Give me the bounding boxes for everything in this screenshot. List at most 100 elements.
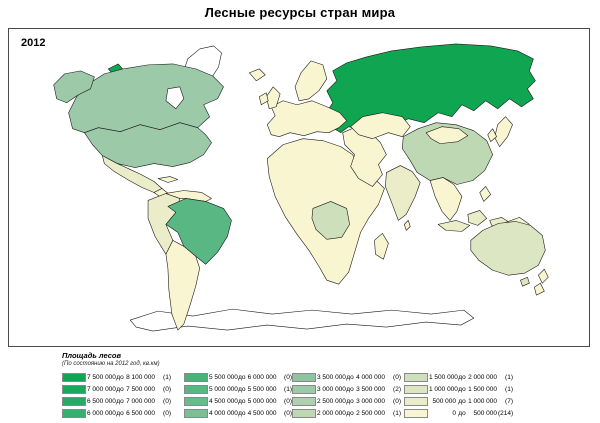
legend-item: 7 500 000 до 8 100 000 (1) bbox=[62, 372, 184, 382]
island-cuba bbox=[157, 176, 179, 183]
class-count: (1) bbox=[505, 385, 513, 393]
country-philippines bbox=[479, 186, 491, 202]
legend-swatch bbox=[62, 408, 86, 418]
legend-swatch bbox=[62, 384, 86, 394]
country-new-zealand-south bbox=[534, 282, 545, 296]
range-from: 1 000 000 bbox=[429, 385, 458, 393]
region-scandinavia bbox=[294, 60, 328, 102]
range-from: 6 500 000 bbox=[87, 397, 116, 405]
range-to: 1 500 000 bbox=[468, 385, 497, 393]
legend-item: 7 000 000 до 7 500 000 (0) bbox=[62, 384, 184, 394]
legend-swatch bbox=[184, 408, 208, 418]
range-to: 2 000 000 bbox=[468, 373, 497, 381]
legend-item: 1 500 000 до 2 000 000 (1) bbox=[404, 372, 520, 382]
legend-item: 6 500 000 до 7 000 000 (0) bbox=[62, 396, 184, 406]
range-from: 5 000 000 bbox=[209, 385, 238, 393]
country-australia bbox=[470, 221, 546, 276]
range-to: 6 000 000 bbox=[247, 373, 277, 381]
range-separator: до bbox=[238, 373, 246, 381]
range-from: 4 500 000 bbox=[209, 397, 238, 405]
legend-swatch bbox=[404, 396, 428, 406]
legend-swatch bbox=[292, 408, 316, 418]
country-canada bbox=[68, 63, 224, 133]
range-from: 6 000 000 bbox=[87, 409, 116, 417]
range-separator: до bbox=[116, 397, 124, 405]
legend-item: 500 000 до 1 000 000 (7) bbox=[404, 396, 520, 406]
range-from: 2 000 000 bbox=[317, 409, 346, 417]
range-separator: до bbox=[238, 385, 246, 393]
legend-item: 4 500 000 до 5 000 000 (0) bbox=[184, 396, 292, 406]
country-iceland bbox=[249, 68, 266, 82]
range-to: 5 000 000 bbox=[247, 397, 277, 405]
country-new-zealand-north bbox=[538, 268, 549, 284]
range-to: 6 500 000 bbox=[126, 409, 155, 417]
island-madagascar bbox=[374, 233, 389, 260]
legend-swatch bbox=[184, 372, 208, 382]
class-count: (1) bbox=[505, 373, 513, 381]
range-separator: до bbox=[116, 409, 124, 417]
legend-swatch bbox=[292, 372, 316, 382]
range-to: 8 100 000 bbox=[126, 373, 155, 381]
legend-swatch bbox=[62, 372, 86, 382]
range-from: 1 500 000 bbox=[429, 373, 458, 381]
country-japan bbox=[494, 116, 513, 147]
country-indonesia-west bbox=[437, 220, 471, 232]
map-title: Лесные ресурсы стран мира bbox=[204, 5, 396, 20]
legend-swatch bbox=[62, 396, 86, 406]
legend-swatch bbox=[292, 384, 316, 394]
range-from: 5 500 000 bbox=[209, 373, 238, 381]
legend-swatch bbox=[404, 372, 428, 382]
country-brazil bbox=[165, 198, 232, 265]
region-korea bbox=[487, 128, 497, 142]
range-to: 7 000 000 bbox=[126, 397, 155, 405]
legend-item: 1 000 000 до 1 500 000 (1) bbox=[404, 384, 520, 394]
legend-item: 0 до 500 000 (214) bbox=[404, 408, 520, 418]
range-to: 4 000 000 bbox=[356, 373, 385, 381]
range-separator: до bbox=[458, 373, 466, 381]
class-count: (7) bbox=[505, 397, 513, 405]
range-separator: до bbox=[346, 409, 354, 417]
range-separator: до bbox=[116, 385, 124, 393]
country-dr-congo bbox=[311, 201, 350, 240]
country-indonesia-borneo bbox=[467, 210, 488, 226]
legend-item: 3 000 000 до 3 500 000 (2) bbox=[292, 384, 404, 394]
range-separator: до bbox=[458, 409, 466, 417]
region-central-asia bbox=[350, 112, 411, 139]
legend-item: 5 500 000 до 6 000 000 (0) bbox=[184, 372, 292, 382]
class-count: (0) bbox=[163, 385, 171, 393]
range-from: 4 000 000 bbox=[209, 409, 238, 417]
legend-item: 6 000 000 до 6 500 000 (0) bbox=[62, 408, 184, 418]
class-count: (0) bbox=[163, 409, 171, 417]
range-to: 3 000 000 bbox=[356, 397, 385, 405]
world-map bbox=[53, 43, 549, 332]
class-count: (0) bbox=[284, 397, 292, 405]
class-count: (0) bbox=[284, 373, 292, 381]
class-count: (0) bbox=[393, 397, 401, 405]
island-tasmania bbox=[520, 276, 530, 287]
legend: Площадь лесов (По состоянию на 2012 год,… bbox=[62, 351, 520, 419]
class-count: (2) bbox=[393, 385, 401, 393]
range-from: 500 000 bbox=[432, 397, 457, 405]
class-count: (0) bbox=[284, 409, 292, 417]
class-count: (0) bbox=[163, 397, 171, 405]
country-ireland bbox=[258, 92, 269, 106]
legend-grid: 7 500 000 до 8 100 000 (1) 7 000 000 до 7 500… bbox=[62, 371, 520, 419]
country-mongolia bbox=[425, 126, 469, 144]
island-sri-lanka bbox=[403, 220, 411, 231]
range-separator: до bbox=[346, 373, 354, 381]
range-from: 3 500 000 bbox=[317, 373, 346, 381]
legend-swatch bbox=[292, 396, 316, 406]
legend-item: 4 000 000 до 4 500 000 (0) bbox=[184, 408, 292, 418]
range-separator: до bbox=[346, 397, 354, 405]
range-separator: до bbox=[238, 397, 246, 405]
range-to: 7 500 000 bbox=[126, 385, 155, 393]
range-separator: до bbox=[116, 373, 124, 381]
legend-item: 5 000 000 до 5 500 000 (1) bbox=[184, 384, 292, 394]
country-usa-alaska bbox=[53, 70, 95, 104]
class-count: (1) bbox=[393, 409, 401, 417]
region-venezuela-guianas bbox=[165, 190, 212, 202]
region-europe bbox=[266, 100, 347, 137]
range-from: 7 000 000 bbox=[87, 385, 116, 393]
legend-swatch bbox=[184, 396, 208, 406]
range-from: 7 500 000 bbox=[87, 373, 116, 381]
